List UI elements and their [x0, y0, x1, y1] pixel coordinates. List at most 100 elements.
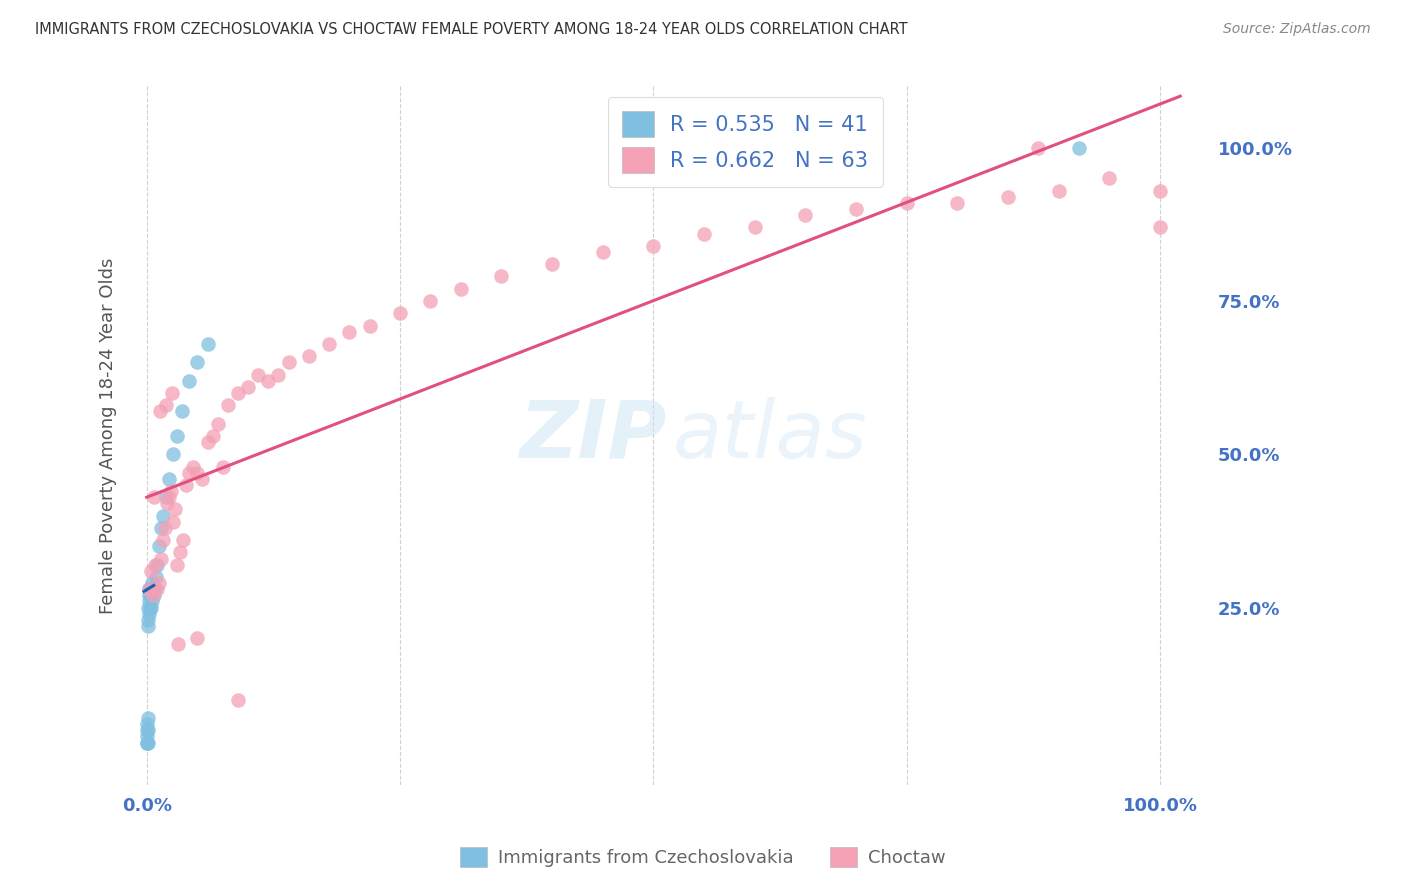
- Point: [1149, 184, 1171, 198]
- Text: atlas: atlas: [673, 397, 868, 475]
- Point: [169, 545, 191, 559]
- Point: [267, 368, 290, 382]
- Point: [744, 220, 766, 235]
- Point: [155, 398, 177, 412]
- Point: [247, 368, 270, 382]
- Point: [138, 607, 160, 621]
- Point: [186, 466, 208, 480]
- Point: [138, 582, 160, 597]
- Point: [592, 244, 614, 259]
- Point: [298, 349, 321, 363]
- Point: [1047, 184, 1070, 198]
- Point: [142, 490, 165, 504]
- Point: [139, 588, 162, 602]
- Point: [167, 637, 190, 651]
- Point: [136, 600, 159, 615]
- Point: [165, 502, 187, 516]
- Point: [136, 723, 159, 738]
- Point: [146, 558, 169, 572]
- Point: [181, 459, 204, 474]
- Point: [186, 355, 208, 369]
- Point: [139, 564, 162, 578]
- Point: [149, 521, 172, 535]
- Point: [148, 576, 170, 591]
- Point: [197, 435, 219, 450]
- Point: [419, 293, 441, 308]
- Legend: R = 0.535   N = 41, R = 0.662   N = 63: R = 0.535 N = 41, R = 0.662 N = 63: [607, 96, 883, 187]
- Point: [166, 429, 188, 443]
- Point: [162, 447, 184, 461]
- Point: [491, 269, 513, 284]
- Point: [139, 600, 162, 615]
- Point: [217, 398, 239, 412]
- Point: [794, 208, 817, 222]
- Point: [142, 588, 165, 602]
- Point: [191, 472, 214, 486]
- Point: [1149, 220, 1171, 235]
- Point: [145, 570, 167, 584]
- Y-axis label: Female Poverty Among 18-24 Year Olds: Female Poverty Among 18-24 Year Olds: [100, 258, 117, 614]
- Point: [139, 600, 162, 615]
- Point: [172, 404, 194, 418]
- Point: [207, 417, 229, 431]
- Point: [337, 325, 360, 339]
- Point: [143, 582, 166, 597]
- Point: [621, 141, 644, 155]
- Point: [153, 521, 176, 535]
- Point: [1028, 141, 1050, 155]
- Point: [136, 730, 159, 744]
- Point: [277, 355, 299, 369]
- Point: [157, 490, 180, 504]
- Point: [138, 594, 160, 608]
- Point: [541, 257, 564, 271]
- Point: [318, 337, 340, 351]
- Point: [236, 380, 259, 394]
- Text: Source: ZipAtlas.com: Source: ZipAtlas.com: [1223, 22, 1371, 37]
- Point: [136, 711, 159, 725]
- Point: [226, 692, 249, 706]
- Point: [179, 466, 201, 480]
- Point: [136, 619, 159, 633]
- Point: [160, 484, 183, 499]
- Point: [156, 496, 179, 510]
- Point: [172, 533, 194, 548]
- Point: [197, 337, 219, 351]
- Point: [845, 202, 868, 216]
- Point: [142, 588, 165, 602]
- Point: [136, 723, 159, 738]
- Point: [186, 632, 208, 646]
- Point: [143, 558, 166, 572]
- Point: [1098, 171, 1121, 186]
- Point: [138, 582, 160, 597]
- Point: [155, 490, 177, 504]
- Point: [160, 386, 183, 401]
- Point: [149, 551, 172, 566]
- Point: [946, 195, 969, 210]
- Point: [166, 558, 188, 572]
- Point: [136, 735, 159, 749]
- Point: [201, 429, 224, 443]
- Point: [211, 459, 233, 474]
- Point: [141, 594, 163, 608]
- Point: [174, 478, 197, 492]
- Point: [896, 195, 918, 210]
- Text: IMMIGRANTS FROM CZECHOSLOVAKIA VS CHOCTAW FEMALE POVERTY AMONG 18-24 YEAR OLDS C: IMMIGRANTS FROM CZECHOSLOVAKIA VS CHOCTA…: [35, 22, 908, 37]
- Point: [142, 582, 165, 597]
- Point: [226, 386, 249, 401]
- Point: [1067, 141, 1090, 155]
- Point: [139, 582, 162, 597]
- Point: [138, 588, 160, 602]
- Point: [257, 374, 280, 388]
- Text: ZIP: ZIP: [519, 397, 666, 475]
- Point: [141, 588, 163, 602]
- Point: [152, 533, 174, 548]
- Point: [157, 472, 180, 486]
- Point: [148, 539, 170, 553]
- Point: [693, 227, 716, 241]
- Point: [149, 404, 172, 418]
- Point: [135, 735, 157, 749]
- Point: [146, 582, 169, 597]
- Point: [359, 318, 381, 333]
- Point: [389, 306, 412, 320]
- Point: [162, 515, 184, 529]
